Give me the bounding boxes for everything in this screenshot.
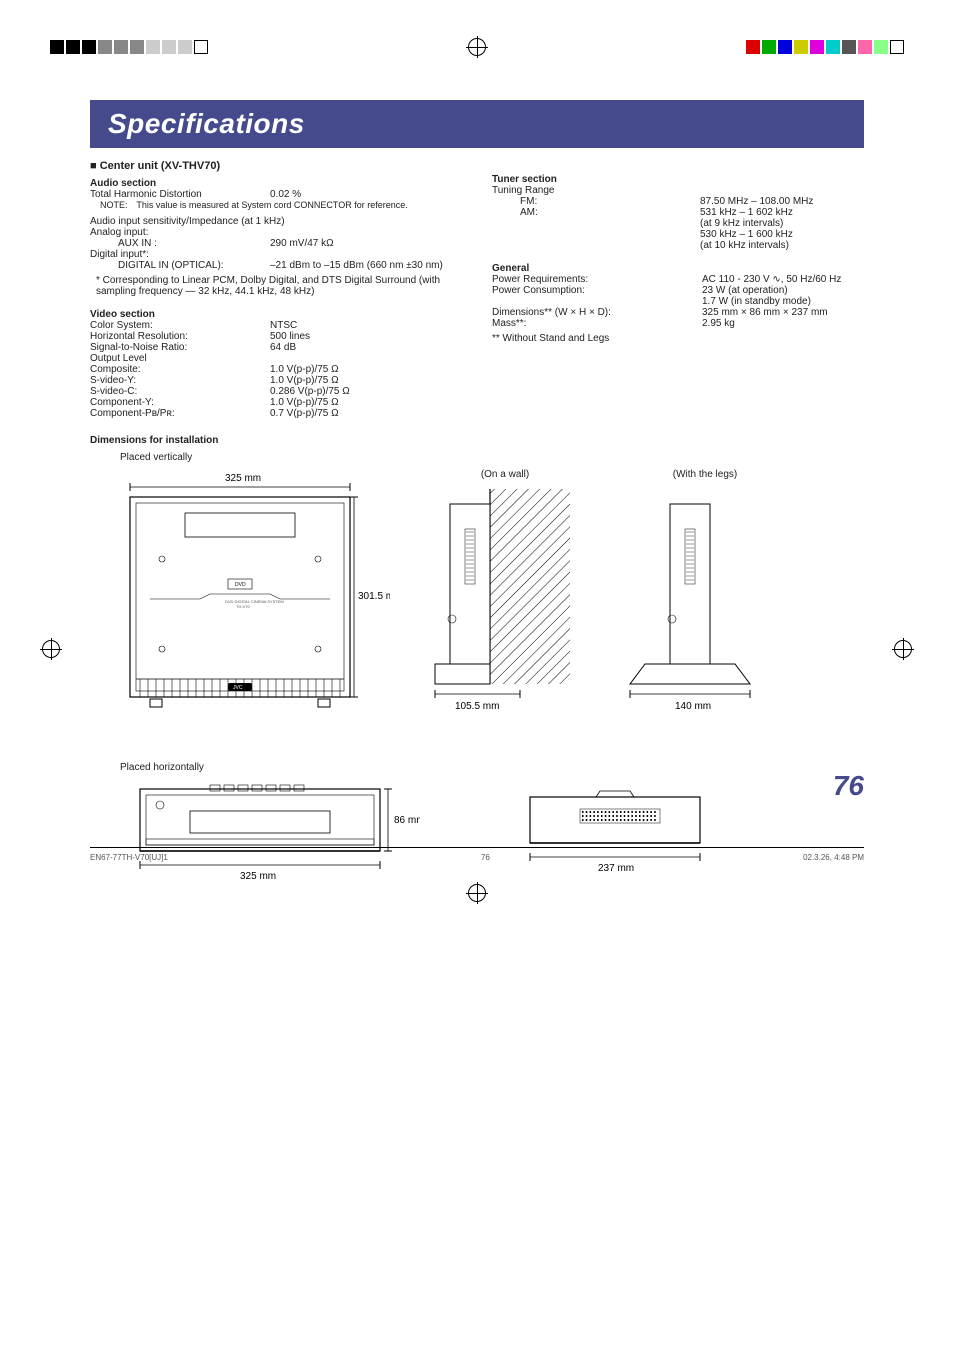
power-req-label: Power Requirements:: [492, 274, 702, 285]
audio-section-title: Audio section: [90, 178, 462, 189]
mass-value: 2.95 kg: [702, 318, 864, 329]
comp-y-label: Component-Y:: [90, 397, 270, 408]
video-section-title: Video section: [90, 309, 462, 320]
audio-footnote: * Corresponding to Linear PCM, Dolby Dig…: [90, 275, 462, 297]
power-cons-value-2: 1.7 W (in standby mode): [702, 296, 864, 307]
am-label: AM:: [520, 207, 700, 251]
color-system-label: Color System:: [90, 320, 270, 331]
dim-237-label: 237 mm: [598, 863, 634, 874]
output-level-label: Output Level: [90, 353, 462, 364]
digital-in-value: –21 dBm to –15 dBm (660 nm ±30 nm): [270, 260, 462, 271]
fm-label: FM:: [520, 196, 700, 207]
footer-center: 76: [481, 853, 490, 862]
svideo-y-value: 1.0 V(p-p)/75 Ω: [270, 375, 462, 386]
dim-86-label: 86 mm: [394, 815, 420, 826]
power-req-value: AC 110 - 230 V ∿, 50 Hz/60 Hz: [702, 274, 864, 285]
color-bar-right: [746, 40, 904, 54]
am-value-2: (at 9 kHz intervals): [700, 218, 864, 229]
sensitivity-label: Audio input sensitivity/Impedance (at 1 …: [90, 216, 462, 227]
color-bar-left: [50, 40, 208, 54]
dim-140-label: 140 mm: [675, 701, 711, 712]
digital-input-label: Digital input*:: [90, 249, 462, 260]
fm-value: 87.50 MHz – 108.00 MHz: [700, 196, 864, 207]
page-title: Specifications: [90, 100, 864, 148]
general-footnote: ** Without Stand and Legs: [492, 333, 864, 344]
note-text: This value is measured at System cord CO…: [136, 200, 407, 210]
page-number: 76: [833, 770, 864, 802]
power-cons-label: Power Consumption:: [492, 285, 702, 307]
analog-input-label: Analog input:: [90, 227, 462, 238]
footer-left: EN67-77TH-V70[UJ]1: [90, 853, 168, 862]
mass-label: Mass**:: [492, 318, 702, 329]
register-mark-icon: [42, 640, 60, 658]
tuner-section-title: Tuner section: [492, 174, 864, 185]
dims-value: 325 mm × 86 mm × 237 mm: [702, 307, 864, 318]
svg-text:DVD DIGITAL CINEMA SYSTEM: DVD DIGITAL CINEMA SYSTEM: [225, 599, 284, 604]
diagram-horizontal-front: 86 mm 325 mm: [120, 779, 420, 892]
comp-pbpr-label: Component-Pʙ/Pʀ:: [90, 408, 270, 419]
aux-in-value: 290 mV/47 kΩ: [270, 238, 462, 249]
am-value-1: 531 kHz – 1 602 kHz: [700, 207, 864, 218]
footer: EN67-77TH-V70[UJ]1 76 02.3.26, 4:48 PM: [90, 853, 864, 862]
center-unit-heading: ■ Center unit (XV-THV70): [90, 160, 462, 172]
right-column: Tuner section Tuning Range FM: 87.50 MHz…: [492, 160, 864, 419]
dim-1055-label: 105.5 mm: [455, 701, 499, 712]
dim-325-label-2: 325 mm: [240, 871, 276, 882]
svg-text:TH-V70: TH-V70: [236, 604, 251, 609]
diagram-vertical-front: 325 mm DVD DVD DIGITAL CINEMA SYSTEM TH-…: [90, 469, 390, 732]
general-section-title: General: [492, 263, 864, 274]
composite-value: 1.0 V(p-p)/75 Ω: [270, 364, 462, 375]
am-value-3: 530 kHz – 1 600 kHz: [700, 229, 864, 240]
on-wall-label: (On a wall): [420, 469, 590, 480]
register-mark-icon: [468, 38, 486, 56]
placed-horizontally-label: Placed horizontally: [120, 762, 864, 773]
aux-in-label: AUX IN :: [118, 238, 270, 249]
thd-label: Total Harmonic Distortion: [90, 189, 270, 200]
am-value-4: (at 10 kHz intervals): [700, 240, 864, 251]
svideo-c-label: S-video-C:: [90, 386, 270, 397]
composite-label: Composite:: [90, 364, 270, 375]
dim-325-label: 325 mm: [225, 473, 261, 484]
footer-right: 02.3.26, 4:48 PM: [803, 853, 864, 862]
diagram-with-legs: (With the legs) 140 mm: [620, 469, 790, 717]
svg-text:JVC: JVC: [233, 685, 243, 691]
dvd-icon: DVD: [235, 582, 246, 588]
left-column: ■ Center unit (XV-THV70) Audio section T…: [90, 160, 462, 419]
digital-in-label: DIGITAL IN (OPTICAL):: [118, 260, 270, 271]
dims-label: Dimensions** (W × H × D):: [492, 307, 702, 318]
register-mark-icon: [894, 640, 912, 658]
printer-marks-top: [0, 38, 954, 56]
snr-value: 64 dB: [270, 342, 462, 353]
comp-pbpr-value: 0.7 V(p-p)/75 Ω: [270, 408, 462, 419]
with-legs-label: (With the legs): [620, 469, 790, 480]
thd-value: 0.02 %: [270, 189, 462, 200]
svideo-c-value: 0.286 V(p-p)/75 Ω: [270, 386, 462, 397]
diagram-horizontal-side: 237 mm: [510, 779, 730, 892]
dim-3015-label: 301.5 mm: [358, 591, 390, 602]
dim-install-title: Dimensions for installation: [90, 435, 864, 446]
diagram-on-wall: (On a wall) 10: [420, 469, 590, 717]
h-res-value: 500 lines: [270, 331, 462, 342]
svideo-y-label: S-video-Y:: [90, 375, 270, 386]
comp-y-value: 1.0 V(p-p)/75 Ω: [270, 397, 462, 408]
placed-vertically-label: Placed vertically: [120, 452, 864, 463]
power-cons-value-1: 23 W (at operation): [702, 285, 864, 296]
note-label: NOTE:: [100, 200, 134, 210]
h-res-label: Horizontal Resolution:: [90, 331, 270, 342]
register-mark-icon: [468, 884, 486, 902]
color-system-value: NTSC: [270, 320, 462, 331]
snr-label: Signal-to-Noise Ratio:: [90, 342, 270, 353]
tuning-range-label: Tuning Range: [492, 185, 864, 196]
